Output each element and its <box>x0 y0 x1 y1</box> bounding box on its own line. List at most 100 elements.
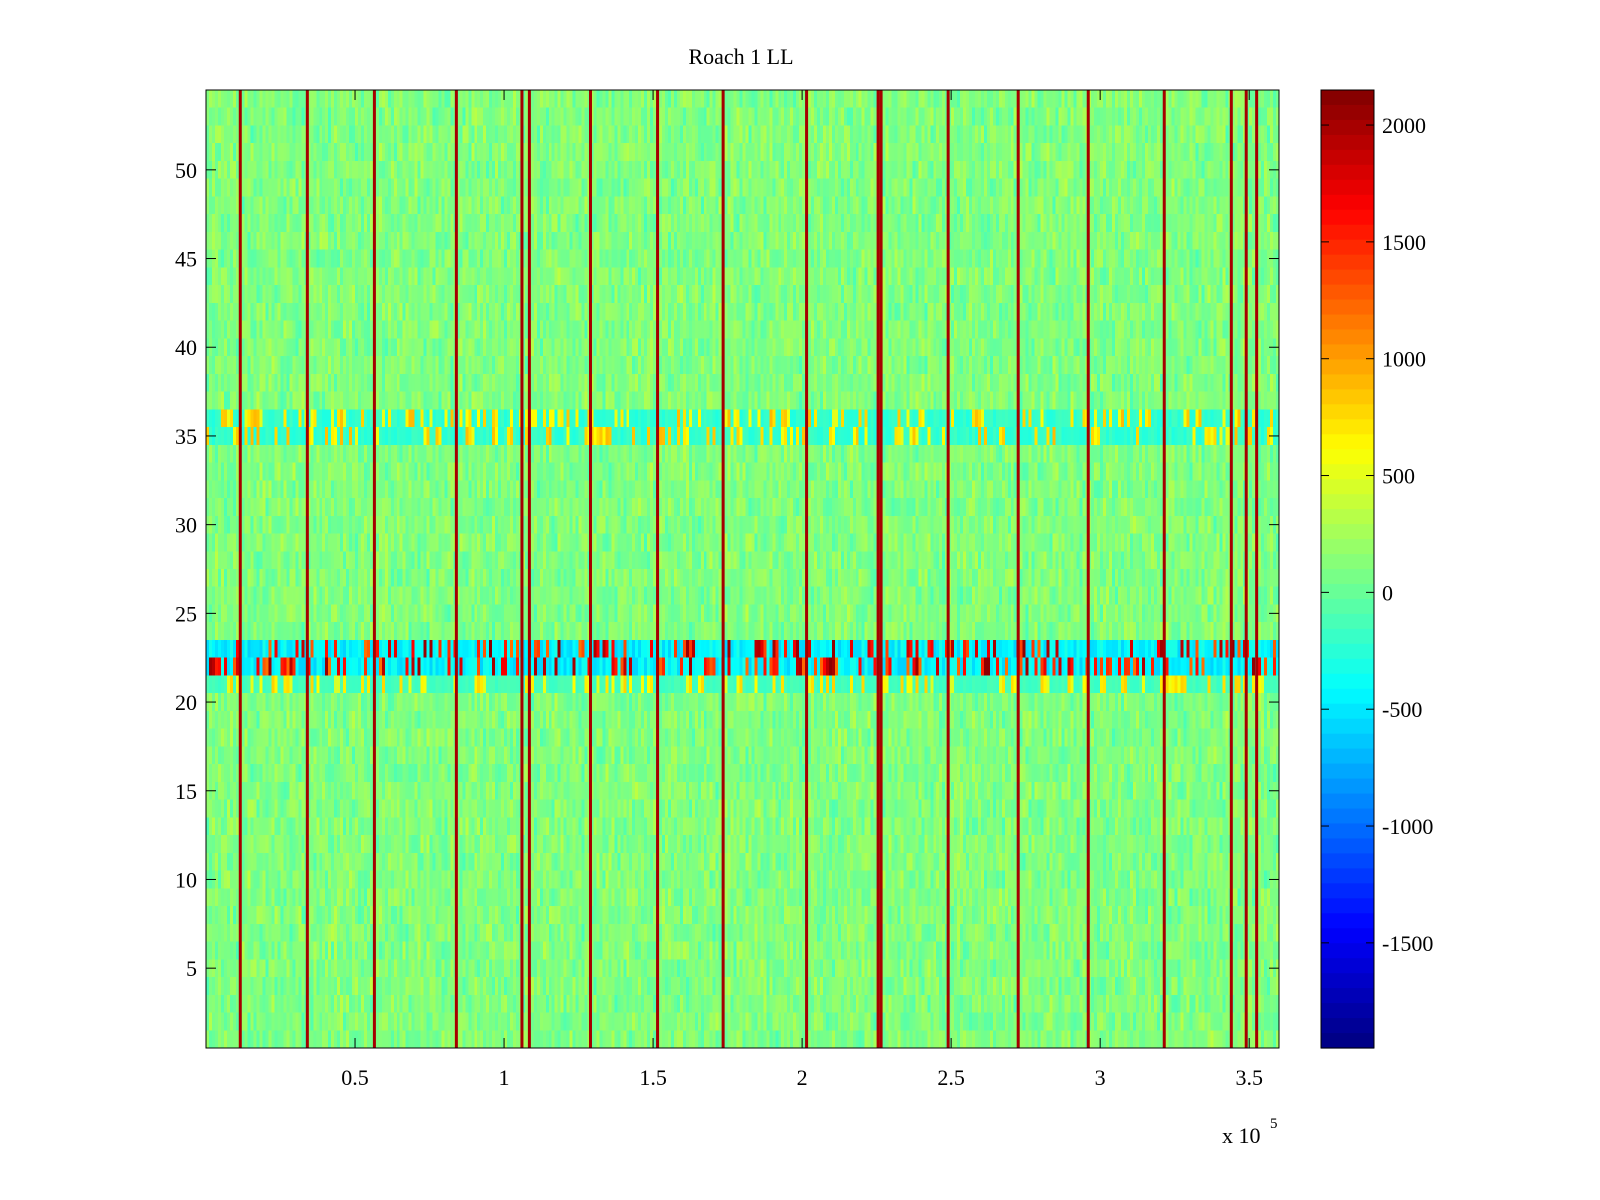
colorbar-tick-label: 0 <box>1382 580 1393 605</box>
colorbar-ticks: 2000 1500 1000 500 0 -500 -1000 -1500 <box>1321 113 1433 956</box>
y-tick-label: 30 <box>175 513 197 538</box>
x-exponent-base: x 10 <box>1222 1123 1261 1148</box>
colorbar-band <box>1321 733 1374 750</box>
colorbar-band <box>1321 853 1374 869</box>
colorbar-band <box>1321 374 1374 390</box>
colorbar-tick-label: 1000 <box>1382 347 1426 372</box>
colorbar-band <box>1321 539 1374 555</box>
heatmap-plot: 0.5 1 1.5 2 2.5 3 3.5 5 10 15 20 25 30 35 40 45 50 <box>175 89 1280 1090</box>
colorbar-band <box>1321 868 1374 884</box>
y-tick-label: 15 <box>175 779 197 804</box>
colorbar-band <box>1321 598 1374 615</box>
colorbar-band <box>1321 269 1374 286</box>
x-tick-label: 3 <box>1095 1065 1106 1090</box>
y-tick-label: 25 <box>175 601 197 626</box>
stripe-mark <box>527 90 531 1048</box>
colorbar-band <box>1321 838 1374 855</box>
colorbar-tick-label: -1000 <box>1382 814 1433 839</box>
colorbar-band <box>1321 254 1374 271</box>
colorbar-band <box>1321 613 1374 630</box>
y-tick-label: 10 <box>175 867 197 892</box>
colorbar-band <box>1321 464 1374 480</box>
stripe-mark <box>656 90 660 1048</box>
x-tick-label: 0.5 <box>341 1065 369 1090</box>
heatmap-image <box>206 90 1279 1048</box>
colorbar-band <box>1321 90 1374 106</box>
y-tick-label: 35 <box>175 424 197 449</box>
colorbar-band <box>1321 479 1374 495</box>
plot-frame <box>205 89 1280 1049</box>
stripe-mark <box>805 90 809 1048</box>
colorbar-band <box>1321 808 1374 825</box>
colorbar-band <box>1321 1018 1374 1034</box>
colorbar-band <box>1321 299 1374 316</box>
x-tick-label: 2 <box>797 1065 808 1090</box>
x-exponent-power: 5 <box>1270 1116 1278 1132</box>
colorbar-band <box>1321 928 1374 944</box>
colorbar-band <box>1321 134 1374 151</box>
y-tick-label: 50 <box>175 158 197 183</box>
stripe-mark <box>588 90 592 1048</box>
colorbar: 2000 1500 1000 500 0 -500 -1000 -1500 <box>1320 89 1433 1049</box>
colorbar-band <box>1321 509 1374 525</box>
colorbar-band <box>1321 104 1374 121</box>
colorbar-band <box>1321 224 1374 241</box>
colorbar-band <box>1321 583 1374 600</box>
stripe-mark <box>1255 90 1259 1048</box>
stripe-mark <box>1086 90 1090 1048</box>
colorbar-band <box>1321 793 1374 810</box>
x-tick-label: 1.5 <box>639 1065 667 1090</box>
colorbar-band <box>1321 958 1374 974</box>
colorbar-band <box>1321 1003 1374 1019</box>
colorbar-frame <box>1320 89 1375 1049</box>
stripe-mark <box>721 90 725 1048</box>
colorbar-gradient <box>1321 90 1374 1049</box>
colorbar-tick-label: 500 <box>1382 464 1415 489</box>
colorbar-band <box>1321 149 1374 166</box>
y-tick-label: 40 <box>175 335 197 360</box>
colorbar-band <box>1321 748 1374 765</box>
stripe-mark <box>879 90 883 1048</box>
x-exponent-label: x 10 5 <box>1222 1116 1278 1148</box>
stripe-mark <box>305 90 309 1048</box>
chart-title: Roach 1 LL <box>688 44 793 69</box>
colorbar-band <box>1321 718 1374 735</box>
y-tick-label: 5 <box>186 956 197 981</box>
high-value-stripes <box>238 90 1259 1048</box>
colorbar-tick-label: -1500 <box>1382 931 1433 956</box>
stripe-mark <box>238 90 242 1048</box>
colorbar-band <box>1321 883 1374 899</box>
stripe-mark <box>876 90 880 1048</box>
colorbar-band <box>1321 898 1374 914</box>
colorbar-band <box>1321 344 1374 361</box>
colorbar-band <box>1321 209 1374 226</box>
colorbar-band <box>1321 524 1374 540</box>
stripe-mark <box>1244 90 1248 1048</box>
colorbar-band <box>1321 658 1374 675</box>
colorbar-tick-label: 1500 <box>1382 230 1426 255</box>
colorbar-band <box>1321 973 1374 989</box>
colorbar-band <box>1321 389 1374 405</box>
colorbar-band <box>1321 688 1374 705</box>
colorbar-band <box>1321 943 1374 959</box>
colorbar-tick-label: -500 <box>1382 697 1422 722</box>
stripe-mark <box>1162 90 1166 1048</box>
colorbar-band <box>1321 449 1374 465</box>
colorbar-band <box>1321 763 1374 780</box>
colorbar-band <box>1321 494 1374 510</box>
colorbar-band <box>1321 284 1374 301</box>
colorbar-band <box>1321 988 1374 1004</box>
x-tick-label: 2.5 <box>937 1065 965 1090</box>
colorbar-band <box>1321 179 1374 196</box>
colorbar-band <box>1321 703 1374 720</box>
x-tick-label: 3.5 <box>1235 1065 1263 1090</box>
x-axis: 0.5 1 1.5 2 2.5 3 3.5 <box>341 90 1263 1090</box>
y-tick-label: 20 <box>175 690 197 715</box>
colorbar-tick-label: 2000 <box>1382 113 1426 138</box>
stripe-mark <box>372 90 376 1048</box>
colorbar-band <box>1321 314 1374 331</box>
colorbar-band <box>1321 329 1374 346</box>
colorbar-band <box>1321 164 1374 181</box>
colorbar-band <box>1321 628 1374 645</box>
